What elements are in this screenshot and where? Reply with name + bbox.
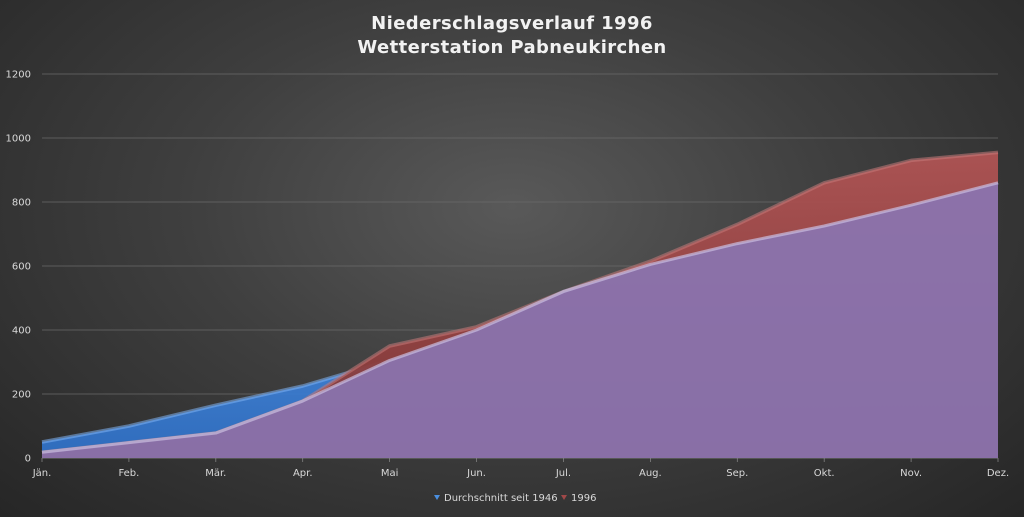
x-tick-label: Mär. [205,468,226,479]
y-axis-ticks: 0 200 400 600 800 1000 1200 [6,70,31,465]
x-tick-label: Nov. [900,468,922,479]
overlap-area [42,182,998,459]
chart-title: Niederschlagsverlauf 1996 [371,13,653,34]
plot-area [41,150,999,459]
y-tick-label: 200 [12,390,31,401]
legend-swatch [561,495,567,500]
x-tick-label: Mai [381,468,399,479]
legend-label: 1996 [571,493,596,504]
y-tick-label: 1000 [6,134,31,145]
x-tick-label: Sep. [726,468,748,479]
y-tick-label: 400 [12,326,31,337]
y-tick-label: 600 [12,262,31,273]
overlap-edge [41,181,999,454]
x-tick-label: Apr. [293,468,313,479]
x-tick-label: Aug. [639,468,662,479]
x-tick-label: Jän. [32,468,52,479]
legend-label: Durchschnitt seit 1946 [444,493,558,504]
y-tick-label: 800 [12,198,31,209]
chart-subtitle: Wetterstation Pabneukirchen [357,37,666,58]
legend-swatch [434,495,440,500]
legend: Durchschnitt seit 1946 1996 [434,493,596,504]
x-tick-label: Feb. [118,468,139,479]
x-axis: Jän. Feb. Mär. Apr. Mai Jun. Jul. Aug. Sep. Okt. N… [32,458,1009,479]
x-tick-label: Jun. [466,468,486,479]
x-tick-label: Okt. [814,468,835,479]
x-tick-label: Jul. [555,468,571,479]
y-tick-label: 0 [25,454,31,465]
y-tick-label: 1200 [6,70,31,81]
x-tick-label: Dez. [987,468,1009,479]
